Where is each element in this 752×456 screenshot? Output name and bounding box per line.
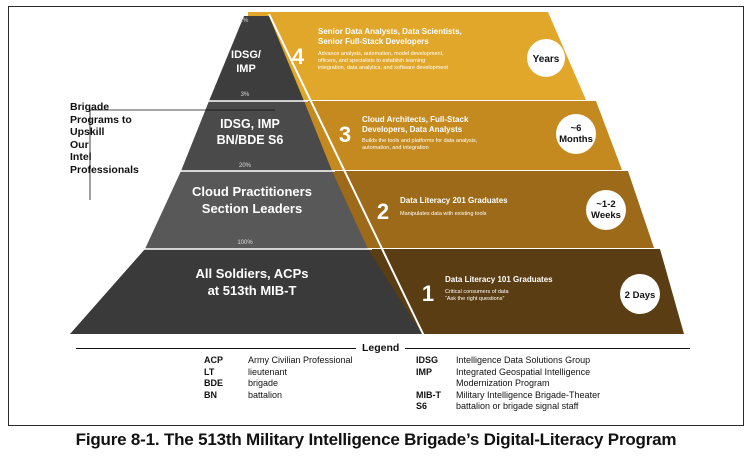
- level-3-band: [248, 101, 622, 170]
- level-3-duration-circle: [556, 114, 596, 154]
- legend-entry: ACP Army Civilian Professional: [204, 355, 353, 367]
- side-label-line: Brigade: [70, 101, 110, 113]
- tier-4-label-line-1: All Soldiers, ACPs: [196, 266, 309, 281]
- level-4-title-line-2: Senior Full-Stack Developers: [318, 37, 429, 46]
- tier-3-label-line-1: Cloud Practitioners: [192, 184, 312, 199]
- side-label-line: Our: [70, 138, 89, 151]
- legend-abbr: BN: [204, 389, 217, 400]
- level-2-duration-circle: [586, 190, 626, 230]
- legend-entry: BDE brigade: [204, 378, 353, 390]
- legend-entry: IMP Integrated Geospatial Intelligence: [416, 367, 600, 379]
- level-3-title-line-1: Cloud Architects, Full-Stack: [362, 115, 469, 124]
- level-1-title-line-1: Data Literacy 101 Graduates: [445, 275, 553, 284]
- tier-3-label-line-2: Section Leaders: [202, 201, 302, 216]
- tier-2-label-line-2: BN/BDE S6: [217, 133, 284, 147]
- tier-2-label-line-1: IDSG, IMP: [220, 117, 280, 131]
- side-label-line: Professionals: [70, 163, 139, 176]
- legend-right-column: IDSG Intelligence Data Solutions Group IM…: [416, 355, 600, 413]
- level-1-desc-line-2: “Ask the right questions”: [445, 296, 504, 302]
- pyramid-tier-2: [181, 101, 332, 171]
- legend-entry: BN battalion: [204, 390, 353, 402]
- level-4-duration: Years: [533, 54, 560, 65]
- level-4-number: 4: [292, 44, 305, 69]
- level-2-number: 2: [377, 199, 389, 224]
- level-1-duration: 2 Days: [625, 290, 656, 301]
- tier-1-label-line-1: IDSG/: [231, 49, 261, 61]
- side-label-line: Upskill: [70, 126, 105, 138]
- level-4-desc-line-1: Advance analysis, automation, model deve…: [318, 51, 444, 57]
- level-4-title-line-1: Senior Data Analysts, Data Scientists,: [318, 27, 462, 36]
- figure-caption: Figure 8-1. The 513th Military Intellige…: [75, 430, 677, 449]
- legend-entry: IDSG Intelligence Data Solutions Group: [416, 355, 600, 367]
- legend-title: Legend: [356, 342, 406, 354]
- legend-text: Army Civilian Professional: [248, 355, 353, 365]
- tier-3-bottom-percent: 100%: [237, 240, 253, 246]
- legend-text: Integrated Geospatial Intelligence: [456, 366, 591, 377]
- legend-entry: S6 battalion or brigade signal staff: [416, 401, 600, 413]
- legend-entry: MIB-T Military Intelligence Brigade-Theat…: [416, 390, 600, 402]
- figure-frame: [8, 6, 744, 426]
- legend-text: lieutenant: [248, 366, 288, 377]
- level-4-band: [248, 12, 586, 100]
- legend-entry: Modernization Program: [416, 378, 600, 390]
- legend-entry: LT lieutenant: [204, 367, 353, 379]
- tier-1-label-line-2: IMP: [236, 63, 256, 75]
- legend-text: battalion: [248, 389, 283, 400]
- level-1-number: 1: [422, 281, 434, 306]
- legend-abbr: MIB-T: [416, 389, 441, 400]
- level-1-duration-circle: [620, 274, 660, 314]
- legend-text: Military Intelligence Brigade-Theater: [456, 389, 601, 400]
- side-label-line: Programs to: [70, 113, 132, 126]
- legend-text: battalion or brigade signal staff: [456, 401, 579, 412]
- pyramid-tier-1: [209, 16, 304, 101]
- level-2-duration-line-2: Weeks: [591, 210, 621, 221]
- tier-1-top-percent: 1%: [240, 18, 249, 24]
- level-4-duration-circle: [527, 39, 565, 77]
- level-3-duration-line-1: ~6: [571, 123, 582, 134]
- legend-abbr: IDSG: [416, 355, 439, 365]
- level-3-number: 3: [339, 122, 351, 147]
- legend-abbr: [416, 378, 456, 390]
- legend-abbr: IMP: [416, 366, 433, 377]
- side-label-line: Intel: [70, 151, 92, 163]
- level-3-desc-line-1: Builds the tools and platforms for data …: [362, 138, 478, 144]
- level-1-desc-line-1: Critical consumers of data: [445, 289, 510, 295]
- level-2-title-line-1: Data Literacy 201 Graduates: [400, 196, 508, 205]
- level-4-desc-line-3: integration, data analytics, and softwar…: [318, 65, 448, 71]
- legend-text: Intelligence Data Solutions Group: [456, 355, 591, 365]
- legend-text: Modernization Program: [456, 378, 550, 389]
- level-3-desc-line-2: automation, and integration: [362, 145, 429, 151]
- level-4-desc-line-2: officers, and specialists to establish l…: [318, 58, 425, 64]
- side-label: Brigade Programs to Upskill Our Intel Pr…: [70, 101, 150, 176]
- tier-1-bottom-percent: 3%: [241, 92, 250, 98]
- pyramid-tier-3: [145, 171, 368, 249]
- legend-left-column: ACP Army Civilian Professional LT lieutena…: [204, 355, 353, 401]
- legend-text: brigade: [248, 378, 279, 389]
- level-2-duration-line-1: ~1-2: [596, 199, 615, 210]
- level-3-duration-line-2: Months: [559, 134, 593, 145]
- legend-abbr: ACP: [204, 355, 224, 365]
- tier-2-bottom-percent: 20%: [239, 163, 252, 169]
- pyramid-tier-4: [70, 249, 422, 334]
- level-2-desc-line-1: Manipulates data with existing tools: [400, 211, 487, 217]
- level-3-title-line-2: Developers, Data Analysts: [362, 125, 463, 134]
- legend-abbr: LT: [204, 366, 215, 377]
- legend-abbr: S6: [416, 401, 428, 412]
- tier-4-label-line-2: at 513th MIB-T: [208, 283, 297, 298]
- legend-abbr: BDE: [204, 378, 224, 389]
